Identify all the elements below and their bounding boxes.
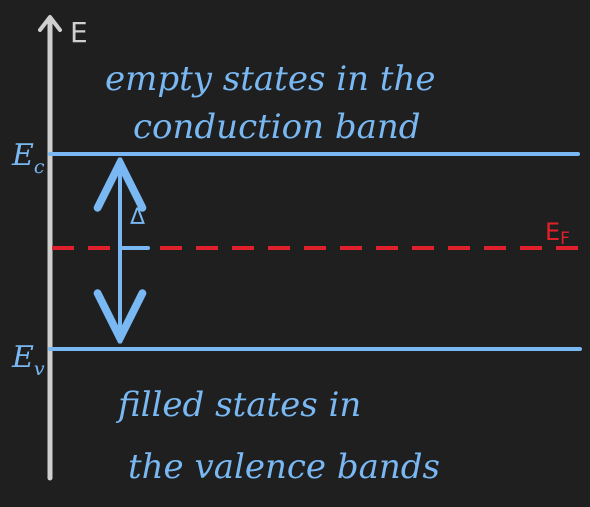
conduction-caption-line2: conduction band: [133, 107, 421, 147]
band-gap-label: Δ: [130, 205, 145, 230]
fermi-level-label: EF: [545, 218, 570, 249]
valence-caption-line2: the valence bands: [128, 447, 440, 487]
energy-axis-label: E: [70, 16, 88, 49]
conduction-band-label: Ec: [11, 138, 45, 178]
conduction-caption-line1: empty states in the: [105, 59, 436, 99]
energy-axis-arrowhead: [38, 15, 62, 32]
valence-band-label: Ev: [11, 340, 45, 380]
valence-caption-line1: filled states in: [115, 385, 361, 425]
